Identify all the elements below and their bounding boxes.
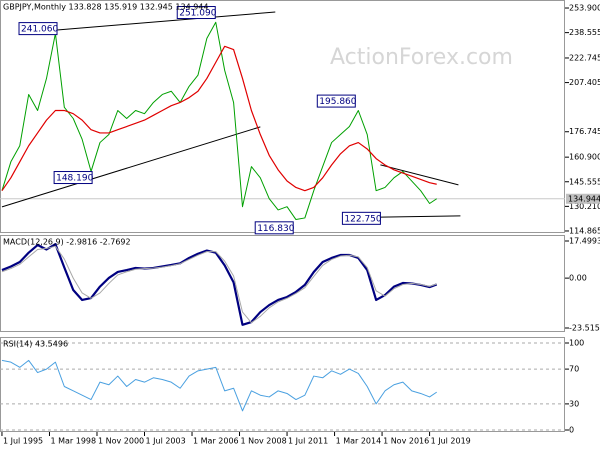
- pane-title: RSI(14) 43.5496: [3, 340, 68, 349]
- annotation-box: [316, 94, 356, 108]
- y-tick-label: 30: [569, 399, 579, 408]
- y-tick-label: 207.405: [569, 78, 600, 87]
- x-tick-label: 1 Jul 2011: [288, 437, 328, 446]
- x-tick-label: 1 Mar 1998: [50, 437, 96, 446]
- last-price-label: 134.944: [568, 194, 600, 203]
- y-tick-label: 130.210: [569, 202, 600, 211]
- series-line: [1, 243, 438, 326]
- y-tick-label: 176.745: [569, 127, 600, 136]
- y-tick-label: -23.5153: [569, 324, 600, 333]
- annotation-label: 116.830: [257, 224, 294, 234]
- annotation-box: [341, 211, 381, 225]
- trendline: [1, 126, 261, 208]
- annotation-box: [53, 171, 93, 185]
- annotation-box: [176, 6, 216, 20]
- pane: [0, 337, 565, 432]
- x-tick-label: 1 Jul 2019: [431, 437, 471, 446]
- series-line: [1, 45, 437, 192]
- annotation-label: 251.090: [179, 9, 216, 19]
- y-tick-label: 70: [569, 365, 579, 374]
- y-tick-label: 238.555: [569, 28, 600, 37]
- annotation-label: 241.060: [21, 25, 58, 35]
- series-line: [1, 359, 437, 412]
- last-price-box: [566, 193, 600, 204]
- y-tick-label: 0.00: [569, 274, 587, 283]
- y-tick-label: 17.4993: [569, 237, 600, 246]
- x-tick-label: 1 Mar 2006: [193, 437, 239, 446]
- y-tick-label: 114.865: [569, 226, 600, 235]
- x-tick-label: 1 Jul 1995: [3, 437, 43, 446]
- trendline: [56, 11, 276, 31]
- annotation-label: 122.750: [344, 214, 381, 224]
- x-tick-label: 1 Nov 2000: [98, 437, 144, 446]
- y-tick-label: 100: [569, 339, 584, 348]
- y-tick-label: 222.745: [569, 53, 600, 62]
- y-tick-label: 0: [569, 425, 574, 434]
- pane-title: GBPJPY,Monthly 133.828 135.919 132.945 1…: [3, 3, 208, 12]
- pane: [0, 235, 565, 332]
- y-tick-label: 253.900: [569, 4, 600, 13]
- trendline: [380, 164, 459, 186]
- watermark: ActionForex.com: [330, 45, 513, 70]
- pane-title: MACD(12,26,9) -2.9816 -2.7692: [3, 238, 131, 247]
- x-tick-label: 1 Mar 2014: [336, 437, 382, 446]
- series-line: [1, 21, 437, 221]
- pane: [0, 0, 565, 233]
- y-tick-label: 145.555: [569, 177, 600, 186]
- x-tick-label: 1 Jul 2003: [146, 437, 186, 446]
- annotation-box: [254, 221, 294, 235]
- x-tick-label: 1 Nov 2016: [383, 437, 429, 446]
- annotation-label: 195.860: [319, 97, 356, 107]
- y-tick-label: 160.900: [569, 153, 600, 162]
- annotation-box: [18, 22, 58, 36]
- series-line: [1, 245, 437, 324]
- x-tick-label: 1 Nov 2008: [241, 437, 287, 446]
- annotation-label: 148.190: [56, 174, 93, 184]
